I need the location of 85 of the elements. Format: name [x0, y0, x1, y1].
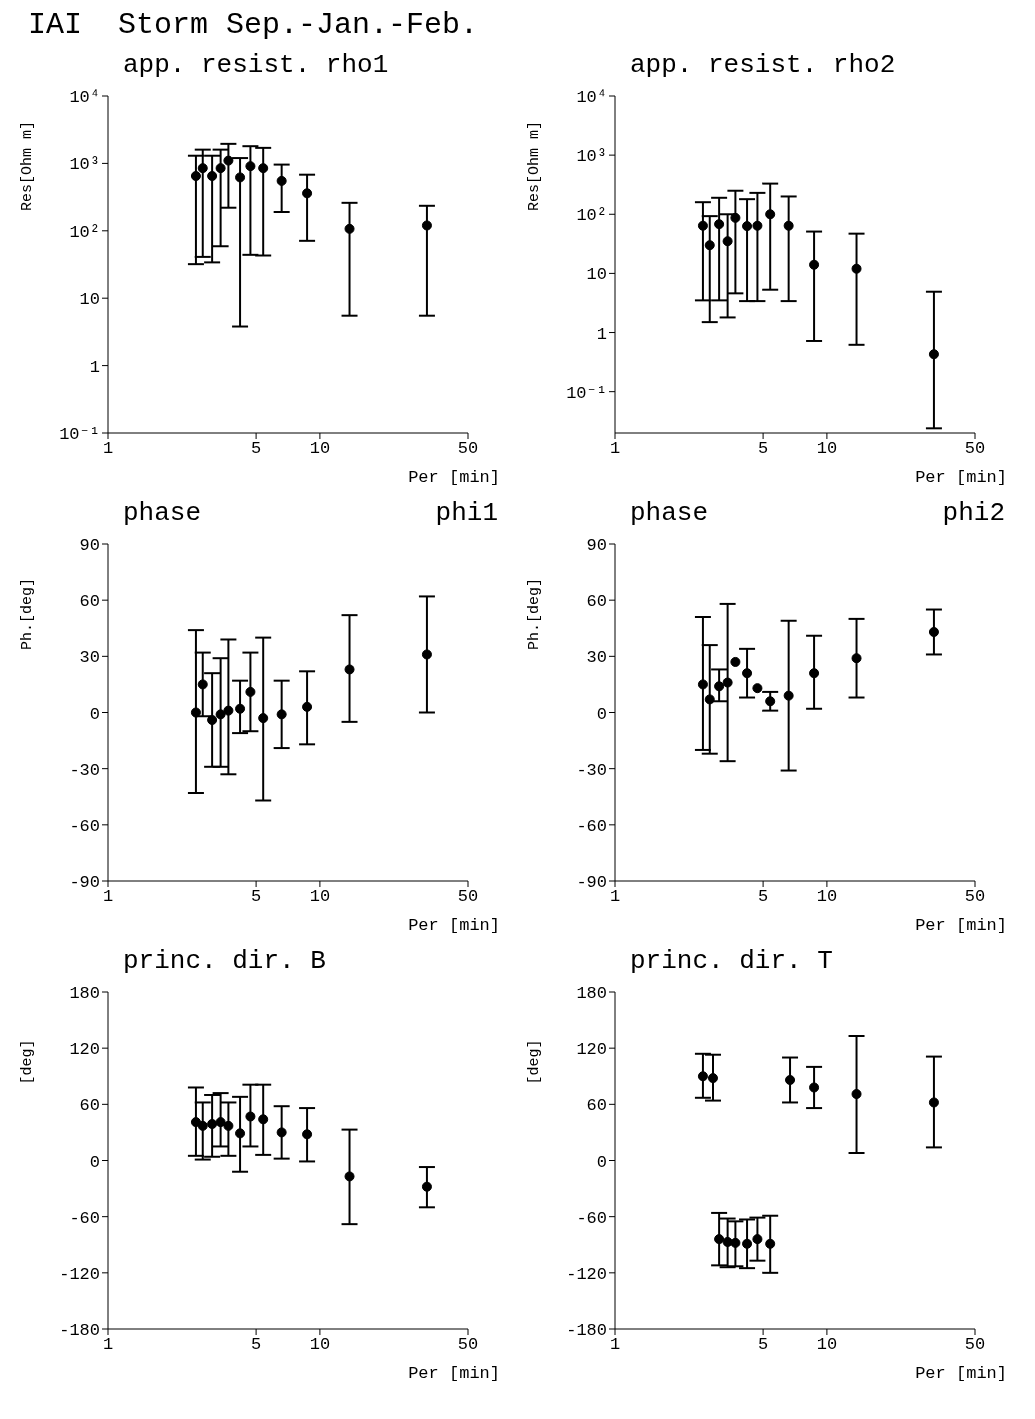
x-tick-label: 5 — [251, 439, 262, 459]
y-tick-label: 0 — [89, 1152, 100, 1172]
x-tick-label: 50 — [964, 439, 986, 459]
x-tick-label: 10 — [816, 439, 838, 459]
x-tick-label: 5 — [758, 887, 769, 907]
y-tick-label: 0 — [596, 1152, 607, 1172]
chart-subtitle: princ. dir. T — [630, 946, 833, 976]
chart-subtitle: app. resist. rho2 — [630, 50, 896, 80]
x-tick-label: 50 — [457, 887, 479, 907]
y-tick-label: 1 — [89, 357, 100, 377]
x-axis-title: Per [min] — [915, 1364, 1007, 1383]
y-tick-label: 10⁴ — [576, 88, 607, 108]
y-axis-title: Ph.[deg] — [525, 577, 543, 651]
x-tick-label: 50 — [964, 887, 986, 907]
y-tick-label: 10³ — [69, 155, 100, 175]
x-tick-label: 1 — [609, 439, 621, 459]
x-tick-label: 1 — [609, 887, 621, 907]
y-tick-label: 10⁻¹ — [566, 383, 607, 403]
y-tick-label: -60 — [69, 816, 100, 836]
y-tick-label: 1 — [596, 324, 607, 344]
y-tick-label: -120 — [59, 1264, 100, 1284]
chart-subtitle: phase — [630, 498, 709, 528]
y-tick-label: -30 — [69, 760, 100, 780]
x-tick-label: 10 — [309, 1335, 331, 1355]
y-axis-title: [deg] — [18, 1039, 36, 1085]
x-axis-title: Per [min] — [408, 468, 500, 487]
y-tick-label: -60 — [69, 1208, 100, 1228]
x-tick-label: 1 — [609, 1335, 621, 1355]
y-tick-label: 10 — [79, 290, 100, 310]
y-tick-label: -90 — [576, 873, 607, 893]
y-tick-label: 180 — [69, 984, 100, 1004]
y-tick-label: 10⁻¹ — [59, 425, 100, 445]
y-axis-title: Ph.[deg] — [18, 577, 36, 651]
x-tick-label: 1 — [102, 887, 114, 907]
y-tick-label: 60 — [79, 592, 100, 612]
x-tick-label: 10 — [309, 887, 331, 907]
y-tick-label: -90 — [69, 873, 100, 893]
y-tick-label: 10⁴ — [69, 88, 100, 108]
y-tick-label: -180 — [59, 1321, 100, 1341]
y-tick-label: 10² — [69, 222, 100, 242]
y-tick-label: 10 — [586, 265, 607, 285]
x-tick-label: 50 — [964, 1335, 986, 1355]
y-tick-label: 0 — [89, 704, 100, 724]
y-tick-label: -60 — [576, 816, 607, 836]
y-tick-label: 0 — [596, 704, 607, 724]
text: phi1 — [435, 498, 498, 528]
chart-subtitle: app. resist. rho1 — [123, 50, 389, 80]
x-tick-label: 50 — [457, 1335, 479, 1355]
x-tick-label: 50 — [457, 439, 479, 459]
y-tick-label: 30 — [79, 648, 100, 668]
y-tick-label: -120 — [566, 1264, 607, 1284]
x-axis-title: Per [min] — [915, 468, 1007, 487]
chart-subtitle: princ. dir. B — [123, 946, 326, 976]
x-axis-title: Per [min] — [408, 1364, 500, 1383]
text: phi2 — [942, 498, 1005, 528]
x-tick-label: 10 — [816, 1335, 838, 1355]
y-tick-label: -30 — [576, 760, 607, 780]
y-tick-label: 90 — [79, 536, 100, 556]
x-tick-label: 5 — [251, 1335, 262, 1355]
y-tick-label: 90 — [586, 536, 607, 556]
x-axis-title: Per [min] — [915, 916, 1007, 935]
y-tick-label: 30 — [586, 648, 607, 668]
y-tick-label: 120 — [576, 1040, 607, 1060]
x-tick-label: 5 — [758, 439, 769, 459]
chart-title: IAI Storm Sep.-Jan.-Feb. — [28, 8, 479, 42]
x-tick-label: 5 — [251, 887, 262, 907]
y-axis-title: [deg] — [525, 1039, 543, 1085]
x-tick-label: 1 — [102, 439, 114, 459]
x-tick-label: 1 — [102, 1335, 114, 1355]
x-tick-label: 10 — [309, 439, 331, 459]
y-tick-label: 180 — [576, 984, 607, 1004]
y-tick-label: 10³ — [576, 147, 607, 167]
y-tick-label: 120 — [69, 1040, 100, 1060]
x-axis-title: Per [min] — [408, 916, 500, 935]
x-tick-label: 10 — [816, 887, 838, 907]
y-tick-label: -180 — [566, 1321, 607, 1341]
y-tick-label: 60 — [586, 1096, 607, 1116]
y-axis-title: Res[Ohm m] — [525, 120, 543, 212]
y-tick-label: 10² — [576, 206, 607, 226]
chart-subtitle: phase — [123, 498, 202, 528]
y-axis-title: Res[Ohm m] — [18, 120, 36, 212]
y-tick-label: -60 — [576, 1208, 607, 1228]
x-tick-label: 5 — [758, 1335, 769, 1355]
y-tick-label: 60 — [79, 1096, 100, 1116]
y-tick-label: 60 — [586, 592, 607, 612]
